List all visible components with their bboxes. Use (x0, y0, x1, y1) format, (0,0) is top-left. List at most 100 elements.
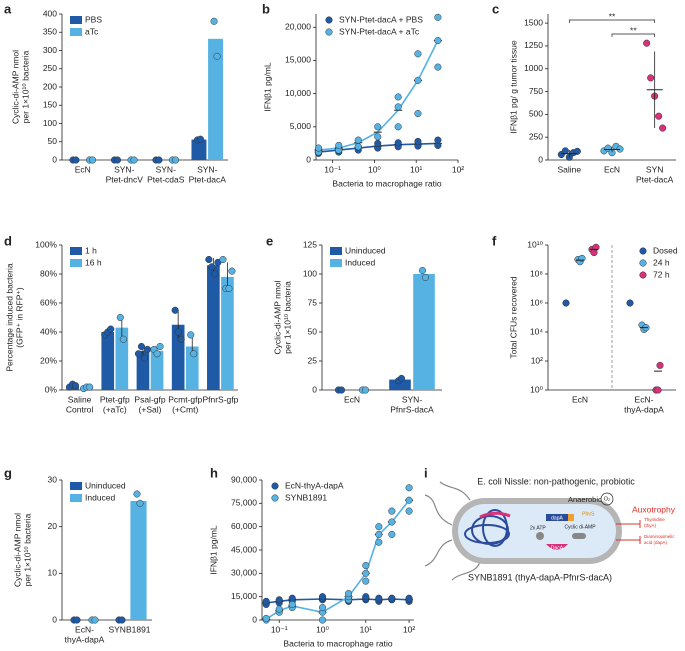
y-axis-label: IFNβ1 pg/mL (262, 62, 272, 112)
bar (101, 332, 115, 390)
data-point (421, 273, 430, 282)
data-point (205, 255, 213, 264)
data-point (337, 386, 346, 394)
inhibition (616, 520, 641, 544)
data-point (375, 538, 383, 546)
legend-label: 16 h (85, 257, 102, 267)
data-point (335, 141, 343, 149)
x-tick-label: SYN- (114, 164, 134, 174)
y-axis-label: Cyclic-di-AMP nmol (272, 280, 282, 354)
data-point (177, 335, 185, 343)
y-tick-label: 20 (48, 521, 58, 531)
x-tick-label: EcN- (75, 624, 94, 634)
legend-label: SYNB1891 (285, 492, 327, 502)
data-point (89, 156, 97, 164)
panel-letter: a (4, 1, 12, 16)
bar (191, 139, 207, 160)
x-tick-label: Ptet-dacA (636, 174, 674, 184)
x-tick-label: SYN- (197, 164, 217, 174)
y-tick-label: 1250 (524, 40, 543, 50)
atp-icon (536, 532, 544, 540)
data-point (288, 594, 296, 602)
y-axis-label: Percentage induced bacteria (4, 263, 14, 371)
data-point (562, 299, 570, 307)
y-tick-label: 0 (52, 154, 57, 164)
y-tick-label: 10,000 (285, 88, 311, 98)
legend-swatch (639, 247, 647, 255)
legend-label: EcN-thyA-dapA (285, 480, 344, 490)
data-point (153, 350, 161, 358)
legend-swatch (70, 247, 82, 255)
data-point (394, 93, 402, 101)
data-point (362, 562, 370, 570)
data-point (434, 36, 442, 45)
y-tick-label: 45,000 (231, 544, 257, 554)
x-tick-label: EcN (572, 394, 588, 404)
data-point (375, 523, 383, 531)
significance-bracket (611, 33, 656, 37)
x-tick-label: Psal-gfp (134, 394, 165, 404)
y-tick-label: 350 (43, 27, 57, 37)
data-point (573, 147, 581, 155)
legend-label: 1 h (85, 245, 97, 255)
y-tick-label: 750 (529, 86, 543, 96)
data-point (219, 255, 227, 264)
y-tick-label: 75,000 (231, 498, 257, 508)
data-point (414, 76, 422, 84)
data-point (374, 139, 382, 147)
legend-label: Induced (85, 492, 116, 502)
bar (185, 346, 199, 390)
data-point (136, 499, 144, 507)
anaerobic-label: Anaerobic (568, 495, 602, 504)
x-tick-label: 10² (403, 624, 415, 634)
significance-bracket (568, 19, 656, 23)
legend-swatch (330, 259, 342, 267)
y-tick-label: 25 (308, 355, 318, 365)
x-tick-label: Saline (558, 164, 582, 174)
data-point (654, 386, 662, 394)
legend-label: Uninduced (345, 245, 386, 255)
legend-label: aTc (85, 26, 99, 36)
y-tick-label: 40% (40, 326, 57, 336)
gene-label: dapA (551, 515, 563, 521)
data-point (626, 299, 634, 307)
data-point (225, 284, 233, 293)
data-point (143, 345, 152, 353)
legend-label: 24 h (653, 257, 670, 267)
x-tick-label: EcN (75, 164, 91, 174)
thymidine-label: Thymidine (644, 517, 665, 522)
x-tick-label: Saline (68, 394, 92, 404)
data-point (362, 577, 370, 585)
x-tick-label: EcN (344, 394, 360, 404)
data-point (137, 342, 146, 351)
data-point (418, 266, 427, 275)
auxotrophy-label: Auxotrophy (632, 504, 676, 514)
data-point (275, 596, 283, 604)
data-point (156, 342, 164, 351)
data-point (405, 496, 413, 504)
data-point (140, 354, 149, 362)
panel-letter: c (492, 1, 499, 16)
data-point (394, 103, 402, 111)
data-point (375, 594, 383, 602)
data-point (133, 490, 141, 498)
data-point (134, 350, 143, 358)
data-point (374, 123, 382, 131)
y-axis-label: IFNβ1 pg/ g tumor tissue (508, 40, 518, 134)
data-point (113, 156, 121, 164)
y-tick-label: 1500 (524, 17, 543, 27)
data-point (405, 484, 413, 492)
data-point (345, 590, 353, 598)
y-tick-label: 500 (529, 109, 543, 119)
y-tick-label: 150 (43, 100, 57, 110)
bar (115, 327, 129, 390)
panel-letter: b (262, 1, 270, 16)
y-tick-label: 60% (40, 297, 57, 307)
diagram: i E. coli Nissle: non-pathogenic, probio… (424, 465, 676, 582)
data-point (91, 616, 99, 624)
data-point (394, 123, 402, 131)
legend-swatch (330, 247, 342, 255)
bar (413, 274, 435, 390)
y-tick-label: 10⁰ (530, 384, 543, 394)
